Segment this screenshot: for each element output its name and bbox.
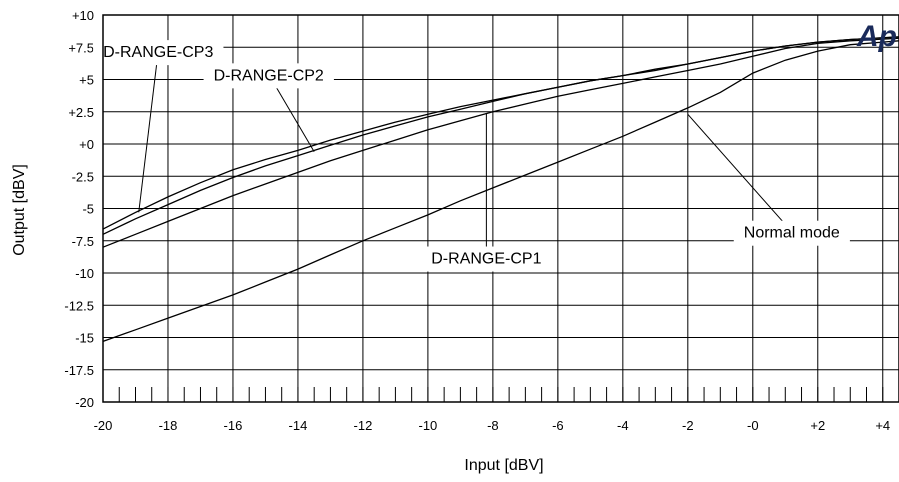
y-tick-label: +10 (72, 8, 94, 23)
annotation-label-background (733, 220, 850, 246)
y-tick-label: +7.5 (68, 40, 94, 55)
y-tick-label: -10 (75, 266, 94, 281)
y-tick-label: +0 (79, 137, 94, 152)
x-tick-label: -8 (487, 418, 499, 433)
annotation-leader-line (138, 51, 159, 213)
series-line-d-range-cp2 (102, 36, 899, 235)
x-tick-label: -14 (289, 418, 308, 433)
x-tick-label: -10 (418, 418, 437, 433)
y-axis-ticks: +10 +7.5 +5 +2.5 +0 -2.5 -5 -7.5 -10 -12.5 -15 -17.… (64, 8, 94, 410)
y-tick-label: -12.5 (64, 298, 94, 313)
x-tick-label: +4 (875, 418, 890, 433)
y-tick-label: -7.5 (72, 234, 94, 249)
x-tick-label: -2 (682, 418, 694, 433)
annotation-label-background (203, 63, 334, 89)
y-tick-label: -5 (82, 202, 94, 217)
series-line-normal-mode (102, 40, 899, 343)
annotation-label-background (421, 246, 552, 272)
x-axis-title: Input [dBV] (464, 457, 543, 474)
x-tick-label: -0 (747, 418, 759, 433)
annotation-label-background (93, 40, 224, 66)
y-tick-label: -2.5 (72, 169, 94, 184)
series-lines (102, 36, 899, 343)
x-tick-label: -20 (94, 418, 113, 433)
y-tick-label: -17.5 (64, 363, 94, 378)
annotation-label: D-RANGE-CP1 (431, 251, 541, 268)
logo-mark: Ap (856, 20, 897, 53)
x-axis-ticks: -20 -18 -16 -14 -12 -10 -8 -6 -4 -2 -0 +2 +4 (94, 418, 891, 433)
y-tick-label: -20 (75, 395, 94, 410)
annotation-leader-line (687, 113, 793, 233)
y-tick-label: +2.5 (68, 105, 94, 120)
plot-frame (102, 14, 899, 403)
annotation-label: Normal mode (744, 225, 840, 242)
annotation-label: D-RANGE-CP2 (214, 67, 324, 84)
minor-tick-marks (118, 387, 884, 402)
x-tick-label: -16 (224, 418, 243, 433)
y-tick-label: -15 (75, 331, 94, 346)
x-tick-label: -12 (354, 418, 373, 433)
y-tick-label: +5 (79, 73, 94, 88)
y-axis-title: Output [dBV] (11, 164, 28, 256)
x-tick-label: -6 (552, 418, 564, 433)
x-tick-label: -18 (159, 418, 178, 433)
annotation-label: D-RANGE-CP3 (103, 44, 213, 61)
x-tick-label: +2 (810, 418, 825, 433)
x-tick-label: -4 (617, 418, 629, 433)
series-line-d-range-cp1 (102, 37, 899, 248)
